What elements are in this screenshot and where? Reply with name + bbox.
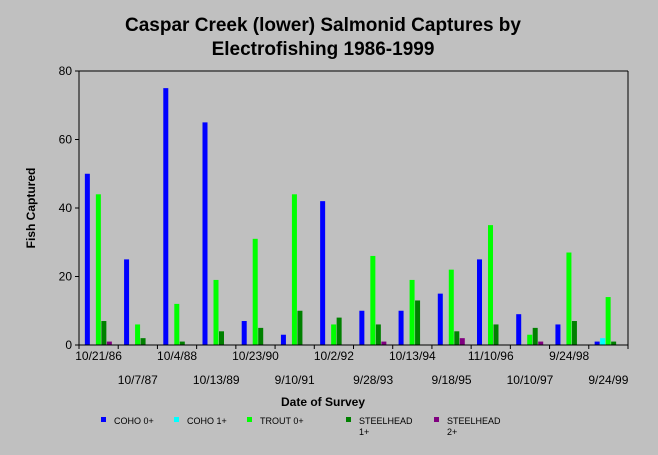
bar-steelhead-1--8 xyxy=(415,300,421,345)
bar-steelhead-1--9 xyxy=(454,331,460,345)
bar-steelhead-1--5 xyxy=(297,310,303,345)
legend-swatch-steelhead-1- xyxy=(346,417,351,422)
bar-coho-0--11 xyxy=(516,314,522,345)
bar-trout-0--13 xyxy=(605,297,611,345)
bar-steelhead-2--9 xyxy=(459,338,465,345)
bar-coho-0--0 xyxy=(84,173,90,345)
bar-steelhead-1--0 xyxy=(101,321,107,345)
x-tick-label: 9/10/91 xyxy=(275,373,315,387)
bar-coho-0--1 xyxy=(124,259,130,346)
y-tick-label: 60 xyxy=(59,133,73,147)
x-tick-label: 10/7/87 xyxy=(118,373,158,387)
y-tick-label: 0 xyxy=(65,338,72,352)
bar-steelhead-1--12 xyxy=(571,321,577,345)
x-axis-label: Date of Survey xyxy=(281,395,365,409)
x-tick-label: 10/4/88 xyxy=(157,349,197,363)
bar-steelhead-1--1 xyxy=(140,338,146,345)
bar-coho-0--3 xyxy=(202,122,208,346)
bars-layer xyxy=(84,88,617,346)
bar-trout-0--0 xyxy=(95,194,101,345)
bar-trout-0--6 xyxy=(331,324,337,345)
bar-coho-0--12 xyxy=(555,324,561,345)
legend-swatch-coho-0- xyxy=(101,417,106,422)
bar-steelhead-2--0 xyxy=(106,341,112,345)
bar-steelhead-2--7 xyxy=(381,341,387,345)
legend-label: COHO 1+ xyxy=(187,416,227,426)
x-tick-label: 10/13/94 xyxy=(389,349,436,363)
bar-coho-0--7 xyxy=(359,310,365,345)
bar-trout-0--4 xyxy=(252,238,258,345)
bar-coho-0--8 xyxy=(398,310,404,345)
bar-trout-0--12 xyxy=(566,252,572,345)
bar-steelhead-1--13 xyxy=(611,341,617,345)
y-tick-label: 40 xyxy=(59,201,73,215)
chart-title-line-1: Caspar Creek (lower) Salmonid Captures b… xyxy=(125,15,521,36)
bar-steelhead-2--11 xyxy=(538,341,544,345)
bar-coho-0--13 xyxy=(594,341,600,345)
bar-trout-0--9 xyxy=(448,269,454,345)
y-tick-label: 20 xyxy=(59,270,73,284)
y-ticks: 0 20 40 60 80 xyxy=(59,64,79,352)
legend: COHO 0+ COHO 1+ TROUT 0+ STEELHEAD1+STEELHE… xyxy=(101,416,501,437)
legend-label: COHO 0+ xyxy=(114,416,154,426)
bar-coho-0--9 xyxy=(437,293,443,346)
bar-coho-0--4 xyxy=(241,321,247,345)
bar-coho-0--6 xyxy=(320,201,326,345)
bar-steelhead-1--4 xyxy=(258,327,264,346)
legend-label: STEELHEAD xyxy=(447,416,501,426)
legend-label: TROUT 0+ xyxy=(260,416,304,426)
bar-trout-0--8 xyxy=(409,279,415,345)
bar-coho-1--13 xyxy=(600,338,606,345)
legend-label: 2+ xyxy=(447,427,457,437)
x-ticks: 10/21/86 10/7/87 10/4/88 10/13/89 10/23/90 9/… xyxy=(75,345,629,387)
bar-trout-0--5 xyxy=(291,194,297,345)
legend-label: 1+ xyxy=(359,427,369,437)
x-tick-label: 10/10/97 xyxy=(507,373,554,387)
x-tick-label: 9/18/95 xyxy=(432,373,472,387)
bar-steelhead-1--10 xyxy=(493,324,499,345)
bar-trout-0--2 xyxy=(174,303,180,345)
bar-steelhead-1--3 xyxy=(219,331,224,345)
x-tick-label: 10/13/89 xyxy=(193,373,240,387)
legend-label: STEELHEAD xyxy=(359,416,413,426)
legend-swatch-coho-1- xyxy=(174,417,179,422)
bar-trout-0--3 xyxy=(213,279,219,345)
y-axis-label: Fish Captured xyxy=(24,168,38,249)
x-tick-label: 10/21/86 xyxy=(75,349,122,363)
bar-steelhead-1--6 xyxy=(336,317,342,345)
bar-steelhead-1--7 xyxy=(375,324,381,345)
y-tick-label: 80 xyxy=(59,64,73,78)
legend-swatch-steelhead-2- xyxy=(434,417,439,422)
legend-swatch-trout-0- xyxy=(247,417,252,422)
chart-title-line-2: Electrofishing 1986-1999 xyxy=(212,39,435,60)
bar-coho-0--10 xyxy=(477,259,482,346)
bar-trout-0--11 xyxy=(527,334,533,345)
bar-coho-0--2 xyxy=(163,88,169,346)
bar-trout-0--10 xyxy=(488,225,493,346)
x-tick-label: 10/2/92 xyxy=(314,349,354,363)
x-tick-label: 9/24/98 xyxy=(549,349,589,363)
x-tick-label: 10/23/90 xyxy=(232,349,279,363)
bar-trout-0--1 xyxy=(135,324,141,345)
bar-trout-0--7 xyxy=(370,255,376,345)
bar-coho-0--5 xyxy=(280,334,286,345)
bar-steelhead-1--2 xyxy=(179,341,185,345)
x-tick-label: 9/28/93 xyxy=(353,373,393,387)
plot-area xyxy=(79,71,628,345)
bar-steelhead-1--11 xyxy=(532,327,538,346)
x-tick-label: 9/24/99 xyxy=(588,373,628,387)
x-tick-label: 11/10/96 xyxy=(468,349,514,363)
